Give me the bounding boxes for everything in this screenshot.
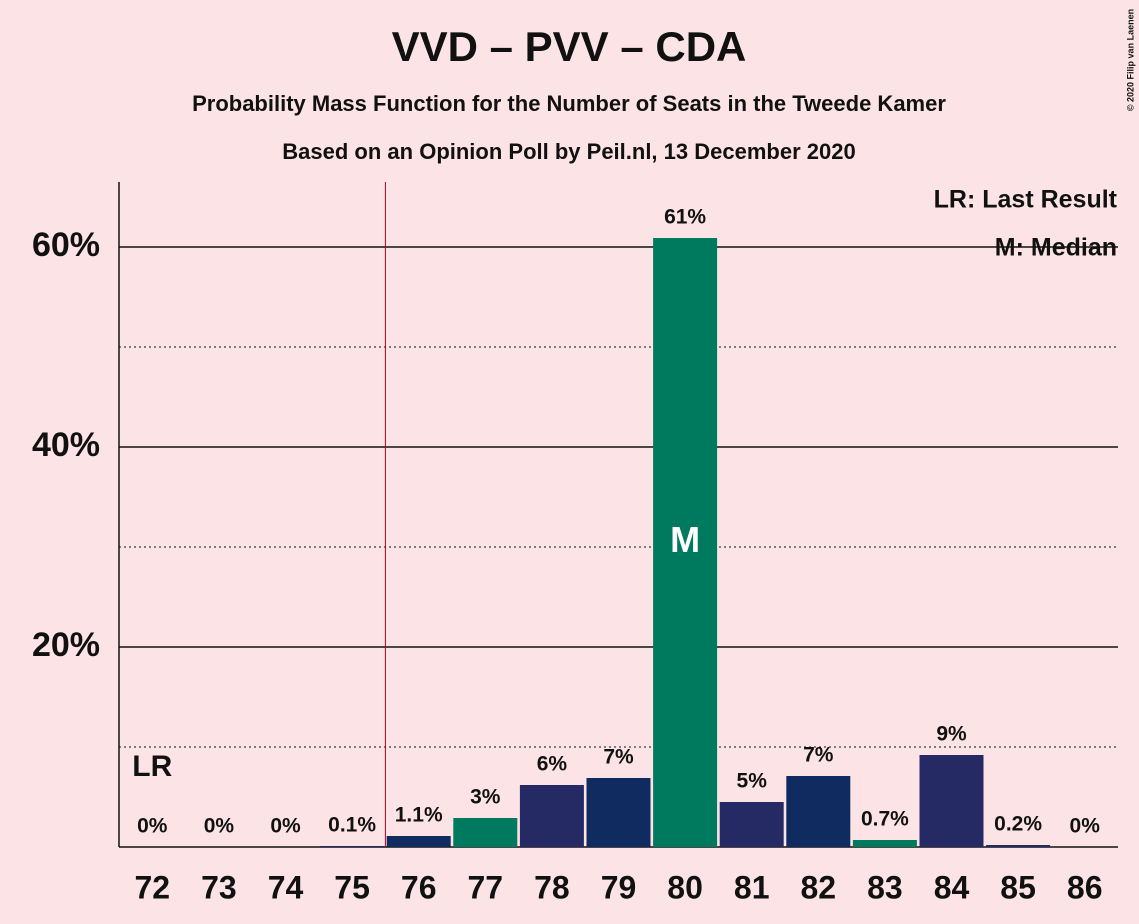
- x-tick-label: 79: [601, 869, 637, 905]
- bar: [986, 845, 1051, 847]
- legend-entry: M: Median: [995, 234, 1117, 262]
- bar: [919, 755, 984, 847]
- value-label: 3%: [470, 786, 501, 809]
- x-tick-label: 85: [1000, 869, 1036, 905]
- bar: [519, 785, 584, 847]
- value-label: 61%: [664, 206, 706, 229]
- value-label: 0.2%: [994, 813, 1042, 836]
- value-label: 5%: [737, 770, 768, 793]
- y-tick-label: 20%: [32, 626, 100, 664]
- median-label: M: [670, 519, 700, 560]
- value-label: 7%: [603, 746, 634, 769]
- x-tick-label: 83: [867, 869, 903, 905]
- bar: [653, 238, 718, 847]
- last-result-label: LR: [132, 750, 172, 783]
- value-label: 0%: [204, 815, 235, 838]
- value-label: 6%: [537, 753, 568, 776]
- x-tick-label: 72: [135, 869, 171, 905]
- bar: [386, 836, 451, 847]
- value-label: 7%: [803, 744, 834, 767]
- bar: [320, 846, 385, 847]
- legend-entry: LR: Last Result: [934, 186, 1118, 214]
- y-tick-label: 60%: [32, 226, 100, 264]
- chart-subtitle: Probability Mass Function for the Number…: [192, 91, 946, 116]
- value-label: 0%: [137, 815, 168, 838]
- x-tick-label: 82: [801, 869, 837, 905]
- bar: [719, 802, 784, 847]
- value-label: 0%: [270, 815, 301, 838]
- bar: [786, 776, 851, 847]
- value-label: 0.1%: [328, 814, 376, 837]
- x-tick-label: 86: [1067, 869, 1103, 905]
- y-tick-label: 40%: [32, 426, 100, 464]
- value-label: 9%: [936, 723, 967, 746]
- x-tick-label: 76: [401, 869, 437, 905]
- x-tick-label: 84: [934, 869, 970, 905]
- bar: [586, 778, 651, 847]
- bar: [852, 840, 917, 847]
- x-tick-label: 78: [534, 869, 570, 905]
- x-tick-label: 75: [334, 869, 370, 905]
- bar: [453, 818, 518, 847]
- x-tick-label: 80: [667, 869, 703, 905]
- value-label: 0%: [1070, 815, 1101, 838]
- x-tick-label: 74: [268, 869, 304, 905]
- chart-subtitle: Based on an Opinion Poll by Peil.nl, 13 …: [282, 139, 855, 164]
- x-tick-label: 77: [468, 869, 504, 905]
- x-tick-label: 73: [201, 869, 237, 905]
- chart-title: VVD – PVV – CDA: [392, 23, 747, 70]
- value-label: 1.1%: [395, 804, 443, 827]
- copyright: © 2020 Filip van Laenen: [1125, 9, 1135, 111]
- x-tick-label: 81: [734, 869, 770, 905]
- value-label: 0.7%: [861, 808, 909, 831]
